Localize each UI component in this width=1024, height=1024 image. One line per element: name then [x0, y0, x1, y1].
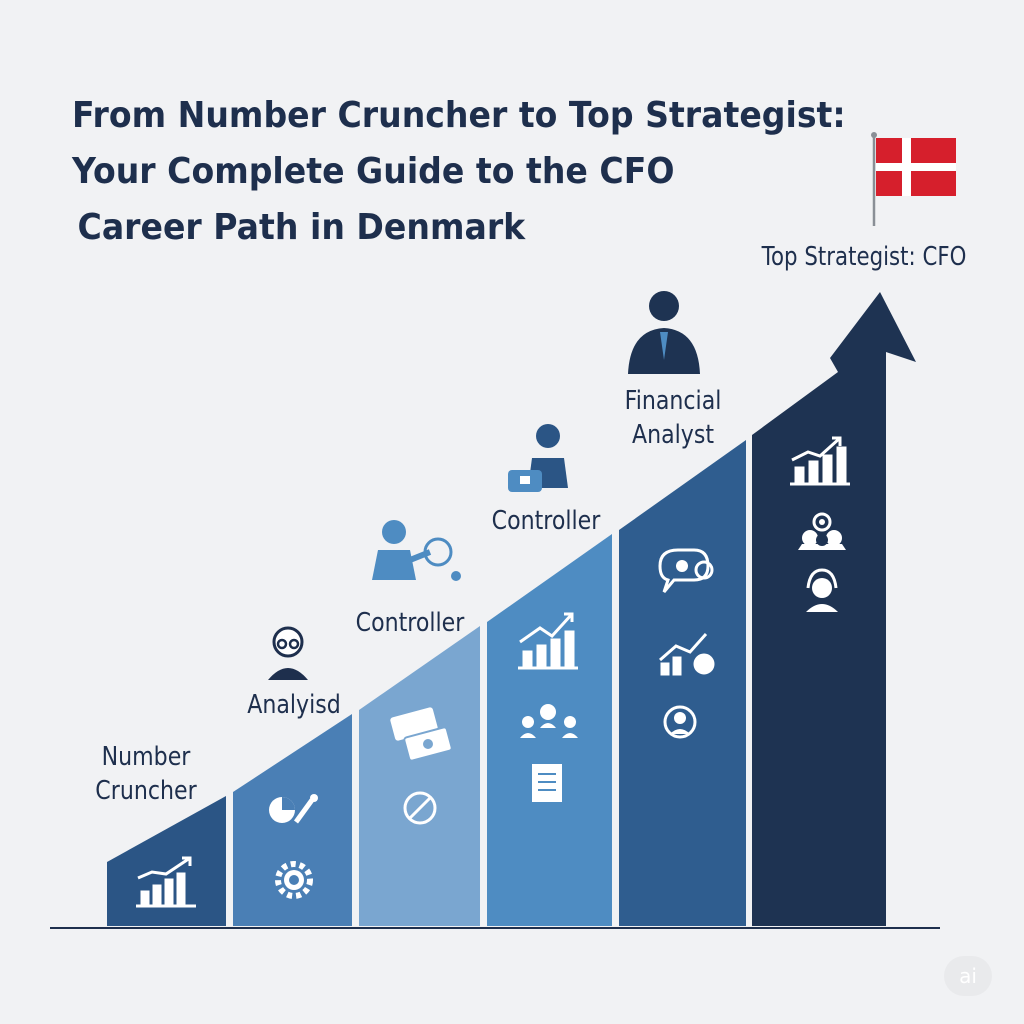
bar-chart-growth-icon	[518, 612, 578, 670]
step-label-line: Number	[101, 742, 191, 772]
analyst-person-icon	[268, 626, 308, 680]
pie-chart-pencil-icon	[269, 794, 318, 824]
document-icon	[532, 764, 562, 802]
growth-chart-icon	[659, 633, 715, 676]
title-line-3: Career Path in Denmark	[77, 207, 526, 248]
step-label-controller-1: Controller	[355, 608, 465, 638]
title-line-1: From Number Cruncher to Top Strategist:	[72, 95, 846, 136]
step-label-line: Financial	[624, 386, 722, 416]
bar-chart-growth-icon	[790, 436, 850, 486]
headset-user-icon	[806, 568, 838, 612]
team-network-icon	[520, 704, 578, 738]
manager-person-icon	[508, 424, 568, 492]
step-label-controller-2: Controller	[491, 506, 601, 536]
step-financial-analyst-bar	[619, 440, 746, 926]
step-label-line: Analyst	[631, 420, 715, 450]
ai-watermark-badge: ai	[944, 956, 992, 996]
step-number-cruncher-bar	[107, 796, 226, 926]
title-line-2: Your Complete Guide to the CFO	[72, 151, 675, 192]
bar-chart-growth-icon	[136, 856, 196, 908]
step-label-analyst: Analyisd	[247, 690, 341, 720]
step-label-number-cruncher: Number Cruncher	[87, 740, 206, 808]
step-label-financial-analyst: Financial Analyst	[609, 384, 737, 452]
executive-person-icon	[628, 291, 700, 374]
step-label-cfo: Top Strategist: CFO	[761, 242, 967, 272]
money-bills-icon	[390, 707, 453, 762]
page-title: From Number Cruncher to Top Strategist: …	[72, 88, 846, 256]
user-refresh-icon	[663, 705, 697, 739]
gear-icon	[275, 861, 313, 899]
step-controller-1-bar	[359, 626, 480, 926]
presenter-person-icon	[372, 520, 461, 581]
step-label-line: Cruncher	[95, 776, 197, 806]
denmark-flag-icon	[871, 132, 956, 226]
step-controller-2-bar	[487, 534, 612, 926]
team-target-icon	[798, 512, 846, 550]
no-cash-icon	[403, 791, 437, 825]
chat-bubbles-icon	[658, 548, 714, 593]
step-analyst-bar	[233, 714, 352, 926]
